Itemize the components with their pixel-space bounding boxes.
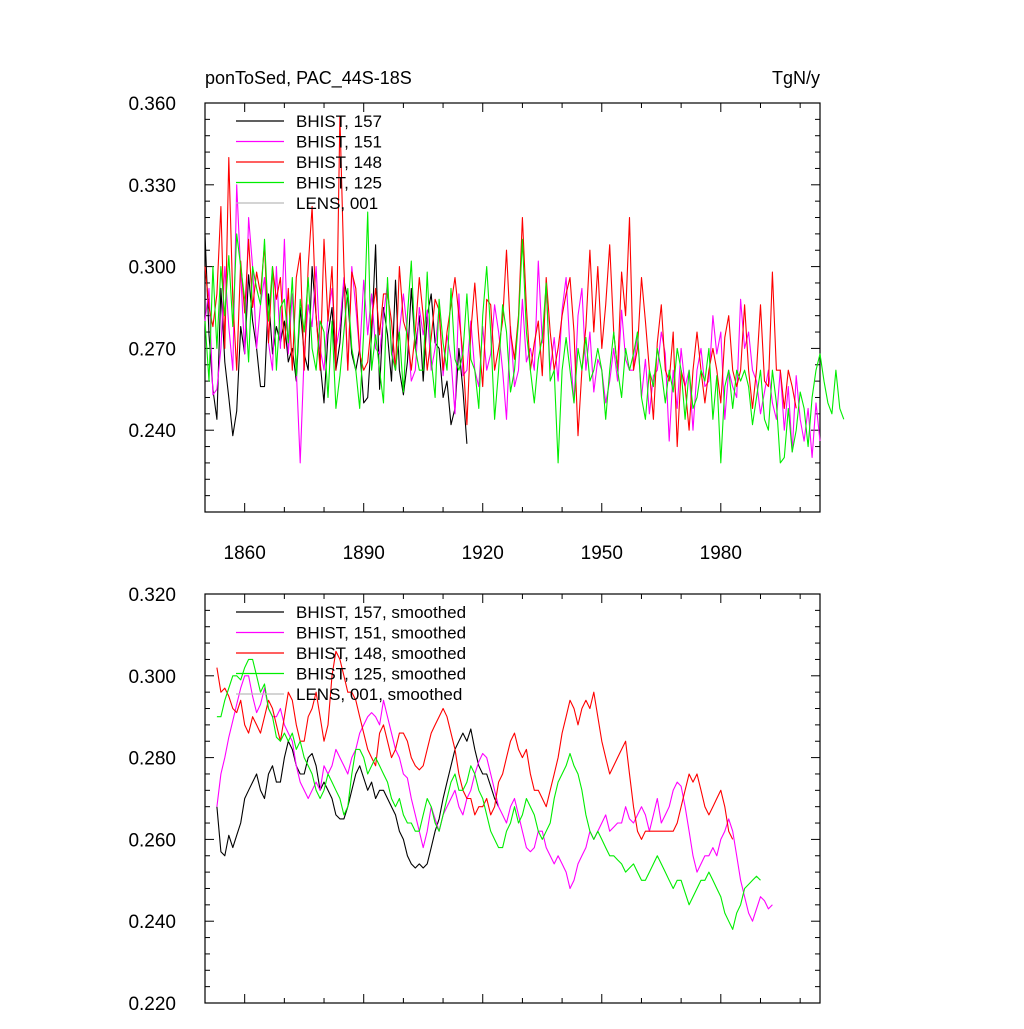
bottom-ytick-label: 0.320: [128, 585, 176, 606]
bottom-series-line-0: [216, 728, 500, 869]
top-legend-label: BHIST, 125: [296, 174, 382, 193]
bottom-series-line-3: [216, 658, 761, 930]
bottom-series-line-2: [216, 650, 734, 840]
top-panel: ponToSed, PAC_44S-18S TgN/y 0.360 0.330 0.…: [128, 68, 845, 564]
top-legend-label: BHIST, 151: [296, 133, 382, 152]
top-plot-frame: [204, 102, 821, 513]
top-xtick-label: 1980: [700, 543, 742, 564]
bottom-ytick-label: 0.260: [128, 830, 176, 851]
bottom-plot-frame: [204, 593, 821, 1004]
bottom-legend-label: BHIST, 125, smoothed: [296, 665, 466, 684]
bottom-ytick-label: 0.240: [128, 912, 176, 933]
top-legend-label: BHIST, 148: [296, 153, 382, 172]
top-legend-label: LENS, 001: [296, 194, 378, 213]
top-ytick-label: 0.360: [128, 94, 176, 115]
bottom-panel: 0.320 0.300 0.280 0.260 0.240 0.220 BHIST, 157…: [128, 585, 821, 1015]
top-ytick-label: 0.300: [128, 258, 176, 279]
bottom-ytick-label: 0.220: [128, 994, 176, 1015]
top-xtick-label: 1920: [462, 543, 504, 564]
top-panel-units: TgN/y: [772, 68, 820, 88]
top-series-line-1: [204, 184, 821, 464]
bottom-series-line-1: [216, 675, 773, 922]
bottom-legend-label: BHIST, 151, smoothed: [296, 624, 466, 643]
top-series-line-2: [204, 116, 797, 448]
top-xtick-label: 1860: [224, 543, 266, 564]
top-ytick-label: 0.240: [128, 421, 176, 442]
bottom-legend-label: BHIST, 148, smoothed: [296, 644, 466, 663]
bottom-legend-label: LENS, 001, smoothed: [296, 685, 462, 704]
top-ytick-label: 0.330: [128, 176, 176, 197]
top-ytick-label: 0.270: [128, 339, 176, 360]
top-panel-title: ponToSed, PAC_44S-18S: [205, 68, 412, 89]
top-legend-label: BHIST, 157: [296, 112, 382, 131]
bottom-ytick-label: 0.280: [128, 749, 176, 770]
bottom-ytick-label: 0.300: [128, 667, 176, 688]
top-xtick-label: 1950: [581, 543, 623, 564]
top-xtick-label: 1890: [343, 543, 385, 564]
bottom-legend-label: BHIST, 157, smoothed: [296, 603, 466, 622]
top-series-line-3: [204, 211, 845, 464]
